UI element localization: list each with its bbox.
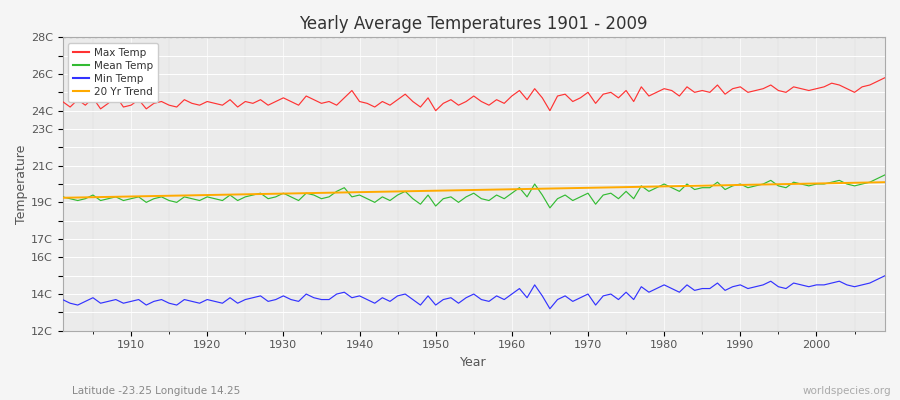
- Title: Yearly Average Temperatures 1901 - 2009: Yearly Average Temperatures 1901 - 2009: [300, 15, 648, 33]
- Legend: Max Temp, Mean Temp, Min Temp, 20 Yr Trend: Max Temp, Mean Temp, Min Temp, 20 Yr Tre…: [68, 42, 158, 102]
- X-axis label: Year: Year: [461, 356, 487, 369]
- Text: Latitude -23.25 Longitude 14.25: Latitude -23.25 Longitude 14.25: [72, 386, 240, 396]
- Y-axis label: Temperature: Temperature: [15, 144, 28, 224]
- Text: worldspecies.org: worldspecies.org: [803, 386, 891, 396]
